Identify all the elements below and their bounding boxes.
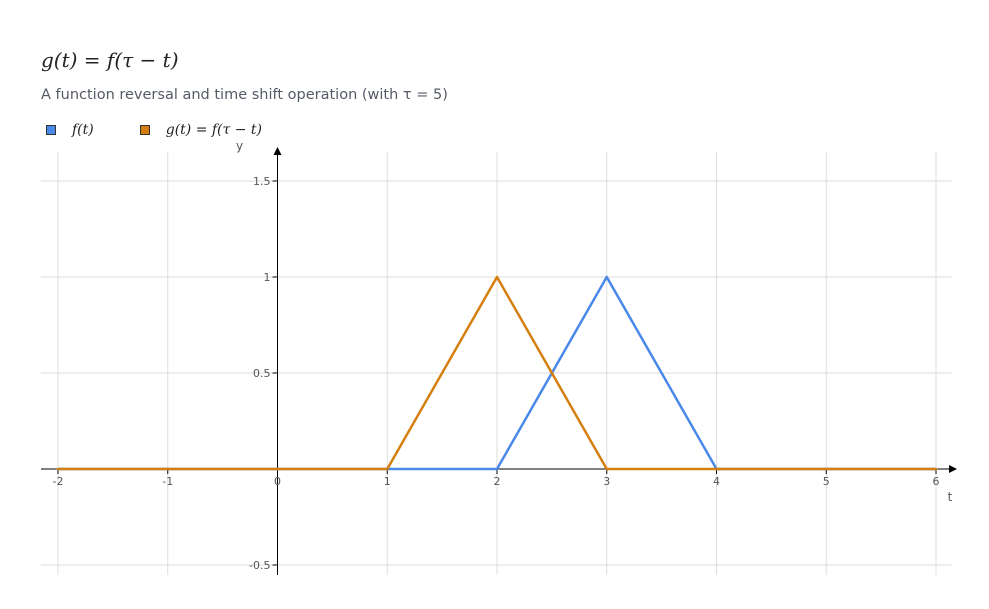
x-tick-label: 3 [603,475,610,488]
grid-lines [41,152,952,575]
legend-item-g[interactable]: g(t) = f(τ − t) [139,122,262,138]
x-tick-label: 1 [384,475,391,488]
x-tick-label: 2 [494,475,501,488]
legend: f(t) g(t) = f(τ − t) [46,122,308,138]
series-line-g [56,275,938,471]
chart-subtitle: A function reversal and time shift opera… [41,87,448,103]
legend-label-f: f(t) [72,122,94,138]
legend-swatch-f [46,125,56,135]
axes [41,147,957,575]
x-tick-label: -1 [162,475,173,488]
x-axis-arrow [949,465,957,473]
x-tick-label: -2 [53,475,64,488]
legend-item-f[interactable]: f(t) [46,122,94,138]
y-tick-label: 1.5 [253,175,271,188]
y-tick-label: -0.5 [249,559,270,572]
y-tick-label: 1 [264,271,271,284]
x-axis-label: t [948,490,953,504]
x-tick-label: 0 [274,475,281,488]
y-axis-arrow [273,147,282,155]
x-tick-label: 5 [823,475,830,488]
series-lines [56,275,938,471]
y-tick-label: 0.5 [253,367,271,380]
chart-title: g(t) = f(τ − t) [41,48,179,72]
x-tick-label: 6 [933,475,940,488]
legend-label-g: g(t) = f(τ − t) [165,122,262,138]
legend-swatch-g [139,125,150,135]
x-tick-label: 4 [713,475,720,488]
tick-labels: -2 -1 0 1 2 3 4 5 6 -0.5 0.5 1 1.5 t y [53,139,953,572]
y-axis-label: y [236,139,243,153]
